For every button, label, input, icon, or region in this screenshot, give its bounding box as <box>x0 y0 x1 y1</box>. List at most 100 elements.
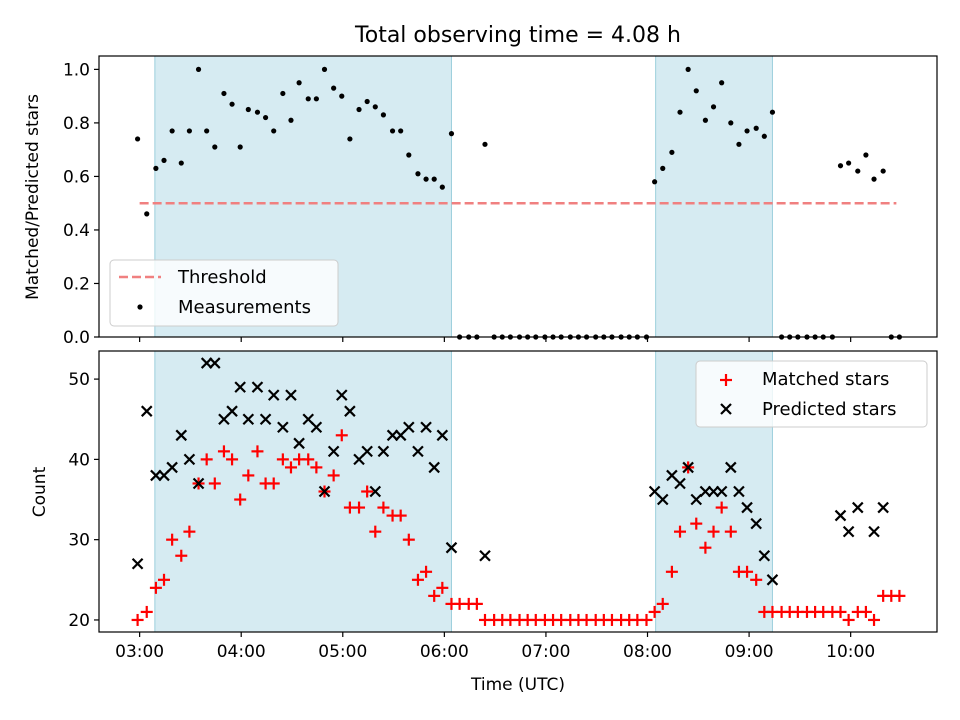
predicted-star-point <box>293 437 305 450</box>
predicted-star-point <box>344 405 356 417</box>
matched-star-point <box>707 525 720 538</box>
measurement-point <box>288 117 294 123</box>
x-axis-label: Time (UTC) <box>470 675 565 695</box>
count-x-tick-label: 03:00 <box>115 642 164 662</box>
measurement-point <box>669 149 675 155</box>
measurement-point <box>186 128 193 134</box>
matched-star-point <box>175 549 188 562</box>
matched-star-point <box>420 565 433 578</box>
count-axes-frame <box>98 350 938 633</box>
predicted-star-point <box>403 421 415 434</box>
matched-star-point <box>242 469 255 482</box>
measurement-point <box>245 106 251 113</box>
count-axes: 03:00 04:00 05:00 06:00 07:00 08:00 09:00 10:00… <box>68 350 938 662</box>
predicted-star-point <box>259 413 272 426</box>
matched-star-point <box>140 605 153 618</box>
ratio-legend-box <box>109 259 339 327</box>
count-x-tick-label: 05:00 <box>318 642 367 662</box>
predicted-star-point <box>327 445 340 458</box>
predicted-star-point <box>420 421 432 434</box>
measurement-point <box>710 104 717 110</box>
measurement-point <box>262 114 269 121</box>
matched-star-point <box>302 453 315 466</box>
predicted-star-point <box>479 549 491 562</box>
predicted-star-point <box>267 389 280 401</box>
count-legend-box <box>695 360 928 428</box>
measurement-point <box>221 90 227 97</box>
predicted-star-point <box>436 429 449 442</box>
matched-star-point <box>226 453 239 466</box>
count-legend: Matched stars Predicted stars <box>695 360 928 428</box>
matched-star-point <box>402 533 415 546</box>
predicted-star-point <box>766 574 779 586</box>
count-y-tick-label: 20 <box>68 611 90 631</box>
matched-star-point <box>674 525 687 538</box>
matched-star-point <box>208 477 221 490</box>
matched-star-point <box>470 597 483 610</box>
predicted-star-point <box>750 517 762 530</box>
measurement-point <box>153 165 159 171</box>
ratio-axes-frame <box>98 55 938 338</box>
measurement-point <box>134 136 141 142</box>
ratio-y-tick-label: 1.0 <box>63 60 90 80</box>
count-y-tick-label: 30 <box>68 531 90 551</box>
matched-star-point <box>750 573 763 586</box>
measurement-point <box>448 131 455 137</box>
predicted-star-point <box>140 405 153 417</box>
measurement-point <box>660 165 666 171</box>
matched-star-point <box>284 461 297 474</box>
measurement-point <box>305 96 311 102</box>
predicted-star-point <box>877 501 889 514</box>
measurement-point <box>719 80 725 86</box>
count-x-tick-label: 04:00 <box>217 642 266 662</box>
matched-star-point <box>217 445 230 458</box>
measurement-point <box>161 157 167 163</box>
matched-star-point <box>131 613 144 626</box>
matched-star-point <box>665 565 678 578</box>
predicted-legend-label: Predicted stars <box>762 399 896 420</box>
measurement-point <box>144 211 150 217</box>
measurement-point <box>880 168 886 174</box>
count-x-tick-label: 09:00 <box>725 642 774 662</box>
predicted-star-point <box>715 485 728 498</box>
predicted-star-point <box>335 389 348 401</box>
threshold-legend-label: Threshold <box>177 267 267 288</box>
measurement-point <box>169 128 175 134</box>
matched-star-point <box>377 501 390 514</box>
predicted-star-point <box>285 389 297 401</box>
matched-star-point <box>158 573 171 586</box>
measurement-point <box>313 96 319 102</box>
measurement-point <box>347 136 353 142</box>
matched-star-point <box>656 597 669 610</box>
count-y-tick-label: 50 <box>68 370 90 390</box>
predicted-star-point <box>412 445 424 458</box>
matched-star-point <box>394 509 407 522</box>
count-x-tick-label: 06:00 <box>420 642 469 662</box>
matched-legend-label: Matched stars <box>762 369 889 390</box>
predicted-star-point <box>234 381 246 393</box>
measurement-point <box>254 109 261 115</box>
measurement-point <box>863 152 869 158</box>
matched-star-point <box>166 533 179 546</box>
measurement-point <box>652 179 658 185</box>
predicted-star-point <box>428 461 440 474</box>
ratio-panel: 0.0 0.2 0.4 0.6 0.8 1.0 Matched/Predicted sta… <box>23 55 938 348</box>
measurement-point <box>321 66 328 72</box>
matched-star-point <box>699 541 712 554</box>
predicted-star-point <box>251 381 264 393</box>
predicted-star-point <box>226 405 238 417</box>
matched-star-point <box>436 581 449 594</box>
predicted-star-point <box>733 485 745 498</box>
count-panel: 03:00 04:00 05:00 06:00 07:00 08:00 09:00 10:00… <box>30 350 938 695</box>
measurement-point <box>372 104 378 110</box>
measurement-point <box>677 109 683 115</box>
measurement-point <box>339 93 345 99</box>
predicted-star-point <box>834 509 847 522</box>
measurement-point <box>855 168 861 174</box>
ratio-shaded-interval <box>655 55 773 338</box>
matched-star-point <box>715 501 728 514</box>
matched-star-point <box>859 605 872 618</box>
measurement-point <box>744 128 750 134</box>
matched-star-point <box>327 469 340 482</box>
matched-star-point <box>640 613 653 626</box>
